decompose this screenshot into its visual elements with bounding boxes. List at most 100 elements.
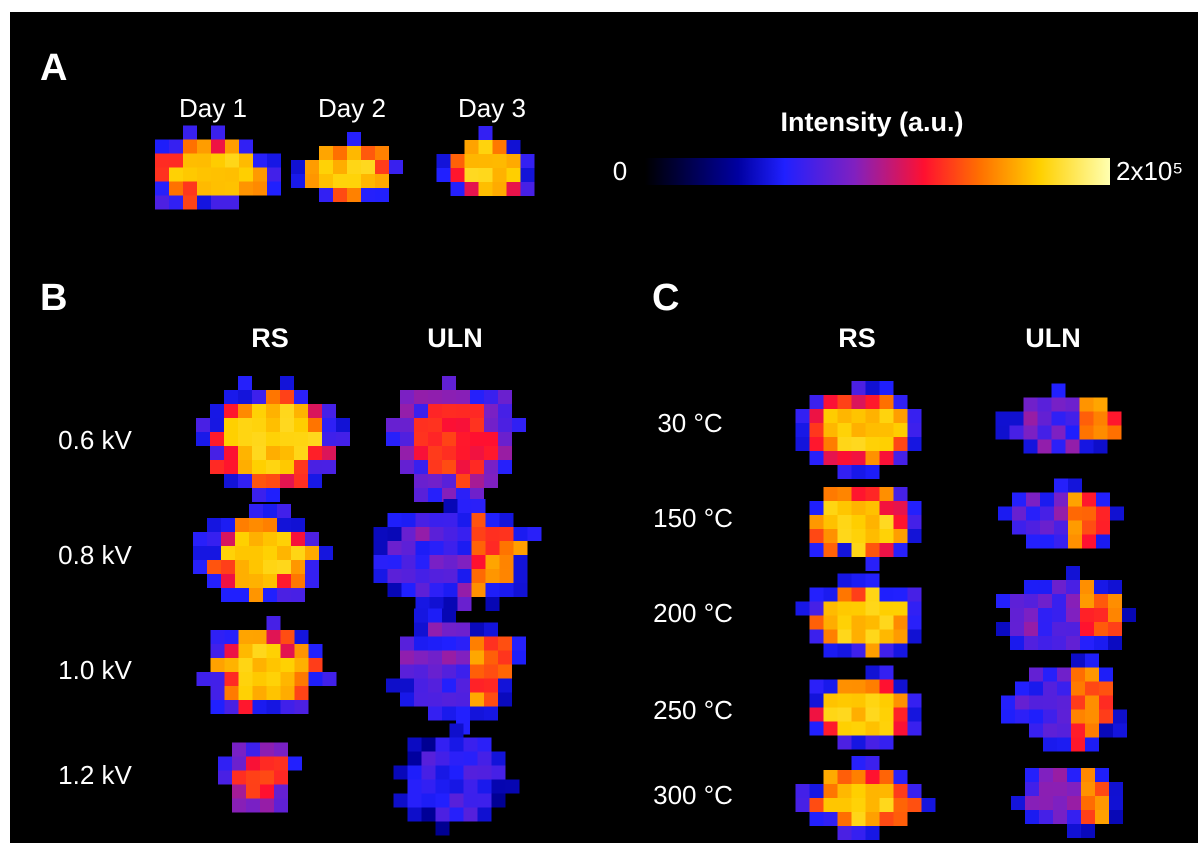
heatmap-pixel [280, 686, 295, 700]
heatmap-pixel [498, 432, 512, 446]
heatmap-pixel [1065, 439, 1080, 454]
heatmap-pixel [498, 446, 512, 460]
heatmap-pixel [865, 501, 880, 515]
heatmap-pixel [456, 706, 470, 721]
heatmap-pixel [893, 437, 908, 451]
heatmap-pixel [1051, 397, 1066, 412]
heatmap-pixel [1052, 594, 1066, 608]
heatmap-pixel [456, 622, 470, 637]
heatmap-pixel [294, 390, 308, 404]
heatmap-pixel [491, 793, 506, 808]
heatmap-pixel [253, 181, 267, 196]
heatmap-pixel [795, 423, 810, 437]
heatmap-pixel [851, 615, 866, 630]
heatmap-pixel [280, 404, 294, 418]
heatmap-pixel [1029, 681, 1043, 696]
heatmap-pixel [484, 692, 498, 707]
heatmap-pixel [246, 798, 260, 813]
heatmap-pixel [457, 513, 472, 527]
heatmap-pixel [375, 174, 389, 188]
heatmap-pixel [260, 798, 274, 813]
heatmap-pixel [865, 615, 880, 630]
heatmap-pixel [449, 807, 464, 822]
heatmap-pixel [252, 432, 266, 446]
heatmap-pixel [1009, 425, 1024, 440]
heatmap-pixel [879, 437, 894, 451]
heatmap-pixel [1015, 709, 1029, 724]
heatmap-pixel [1085, 723, 1099, 738]
heatmap-pixel [429, 583, 444, 597]
heatmap-pixel [266, 630, 281, 644]
heatmap-pixel [823, 423, 838, 437]
heatmap-pixel [512, 636, 526, 651]
heatmap-pixel [492, 140, 507, 154]
heatmap-pixel [235, 532, 249, 546]
heatmap-pixel [428, 664, 442, 679]
heatmap-pixel [1038, 594, 1052, 608]
heatmap-pixel [795, 437, 810, 451]
heatmap-pixel [277, 588, 291, 602]
heatmap-pixel [1068, 506, 1082, 521]
heatmap-pixel [274, 770, 288, 785]
heatmap-pixel [322, 672, 337, 686]
heatmap-pixel [183, 195, 197, 210]
heatmap-pixel [1099, 695, 1113, 710]
heatmap-pixel [225, 167, 239, 182]
heatmap-pixel [1109, 782, 1123, 796]
heatmap-pixel [319, 174, 333, 188]
heatmap-pixel [1051, 439, 1066, 454]
heatmap-pixel [1071, 667, 1085, 682]
heatmap-pixel [1040, 506, 1054, 521]
heatmap-pixel [865, 487, 880, 501]
heatmap-pixel [477, 779, 492, 794]
heatmap-pixel [252, 460, 266, 474]
heatmap-pixel [879, 423, 894, 437]
heatmap-pixel [456, 404, 470, 418]
heatmap-pixel [823, 693, 838, 708]
heatmap-pixel [1057, 723, 1071, 738]
heatmap-pixel [387, 555, 402, 569]
heatmap-pixel [470, 650, 484, 665]
heatmap-pixel [484, 664, 498, 679]
heatmap-pixel [893, 693, 908, 708]
heatmap-pixel [263, 588, 277, 602]
heatmap-pixel [1012, 520, 1026, 535]
heatmap-pixel [837, 679, 852, 694]
heatmap-pixel [837, 798, 852, 812]
heatmap-pixel [442, 460, 456, 474]
heatmap-pixel [442, 390, 456, 404]
heatmap-pixel [513, 541, 528, 555]
heatmap-pixel [400, 390, 414, 404]
heatmap-pixel [210, 418, 224, 432]
heatmap-pixel [400, 678, 414, 693]
heatmap-pixel [865, 707, 880, 722]
heatmap-pixel [322, 418, 336, 432]
heatmap-pixel [249, 588, 263, 602]
heatmap-pixel [477, 807, 492, 822]
heatmap-pixel [907, 798, 922, 812]
heatmap-pixel [221, 532, 235, 546]
heatmap-pixel [1093, 425, 1108, 440]
heatmap-pixel [491, 751, 506, 766]
heatmap-pixel [478, 168, 493, 182]
heatmap-pixel [809, 812, 824, 826]
heatmap-pixel [1082, 492, 1096, 507]
heatmap-pixel [464, 168, 479, 182]
heatmap-pixel [308, 672, 323, 686]
heatmap-pixel [484, 446, 498, 460]
heatmap-pixel [1040, 520, 1054, 535]
heatmap-pixel [442, 432, 456, 446]
heatmap-pixel [865, 735, 880, 750]
heatmap-pixel [238, 700, 253, 714]
heatmap-pixel [498, 460, 512, 474]
heatmap-pixel [183, 139, 197, 154]
heatmap-pixel [294, 474, 308, 488]
heatmap-pixel [865, 798, 880, 812]
heatmap-pixel [1029, 723, 1043, 738]
heatmap-pixel [809, 629, 824, 644]
heatmap-pixel [1010, 622, 1024, 636]
heatmap-pixel [823, 409, 838, 423]
heatmap-pixel [291, 560, 305, 574]
heatmap-pixel [893, 587, 908, 602]
heatmap-pixel [414, 692, 428, 707]
